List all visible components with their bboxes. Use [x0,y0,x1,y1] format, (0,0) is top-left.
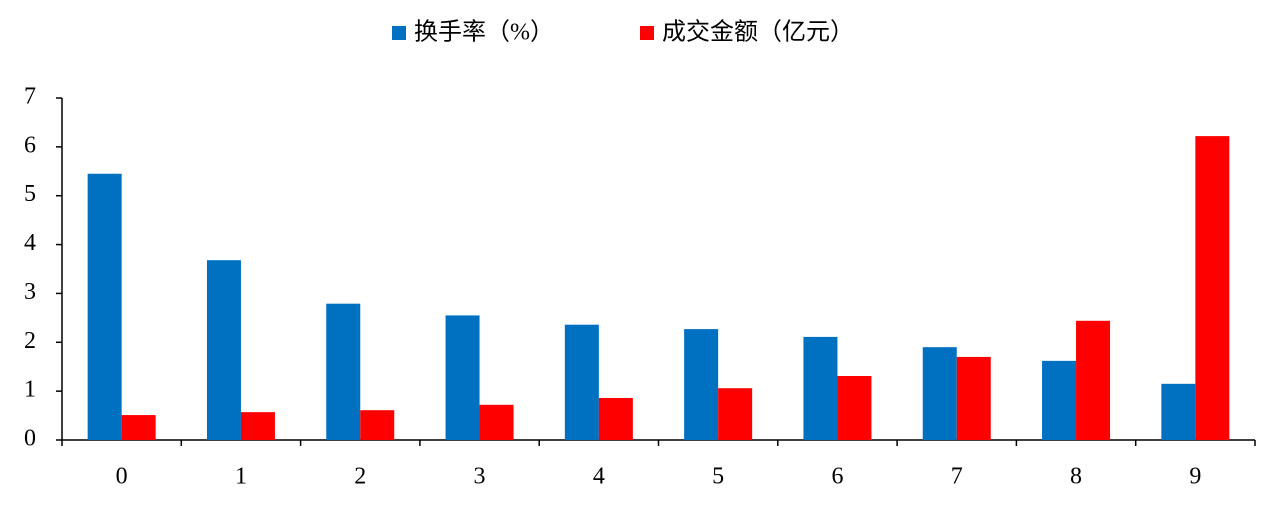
bar [718,388,753,440]
y-tick-label: 0 [24,426,36,452]
x-tick-label: 3 [474,464,486,490]
y-tick-label: 4 [24,230,36,256]
legend-label: 换手率（%） [414,19,554,46]
bar [360,410,395,440]
bar [564,324,599,440]
legend-swatch [392,26,406,40]
y-tick-label: 3 [24,279,36,305]
bar [803,336,838,440]
legend-label: 成交金额（亿元） [662,19,854,46]
y-tick-label: 6 [24,132,36,158]
y-tick-label: 1 [24,377,36,403]
y-tick-label: 2 [24,328,36,354]
bar [1195,136,1230,440]
bar [240,412,275,440]
bar [479,404,514,440]
bar [87,173,122,440]
bar [837,375,872,440]
bar [956,356,991,440]
bar [445,315,480,440]
x-tick-label: 7 [951,464,963,490]
x-tick-label: 1 [235,464,247,490]
bar [326,303,361,440]
x-tick-label: 2 [354,464,366,490]
x-tick-label: 4 [593,464,605,490]
bar [1076,320,1111,440]
x-tick-label: 0 [116,464,128,490]
bar [121,415,156,440]
y-tick-label: 7 [24,84,36,110]
x-tick-label: 8 [1070,464,1082,490]
bar [1042,360,1077,440]
bar [598,397,633,440]
legend-swatch [640,26,654,40]
bar [206,260,241,440]
x-tick-label: 5 [712,464,724,490]
y-tick-label: 5 [24,181,36,207]
x-tick-label: 6 [831,464,843,490]
bar [922,347,957,440]
bar [684,329,719,440]
x-tick-label: 9 [1189,464,1201,490]
bar [1161,383,1196,440]
